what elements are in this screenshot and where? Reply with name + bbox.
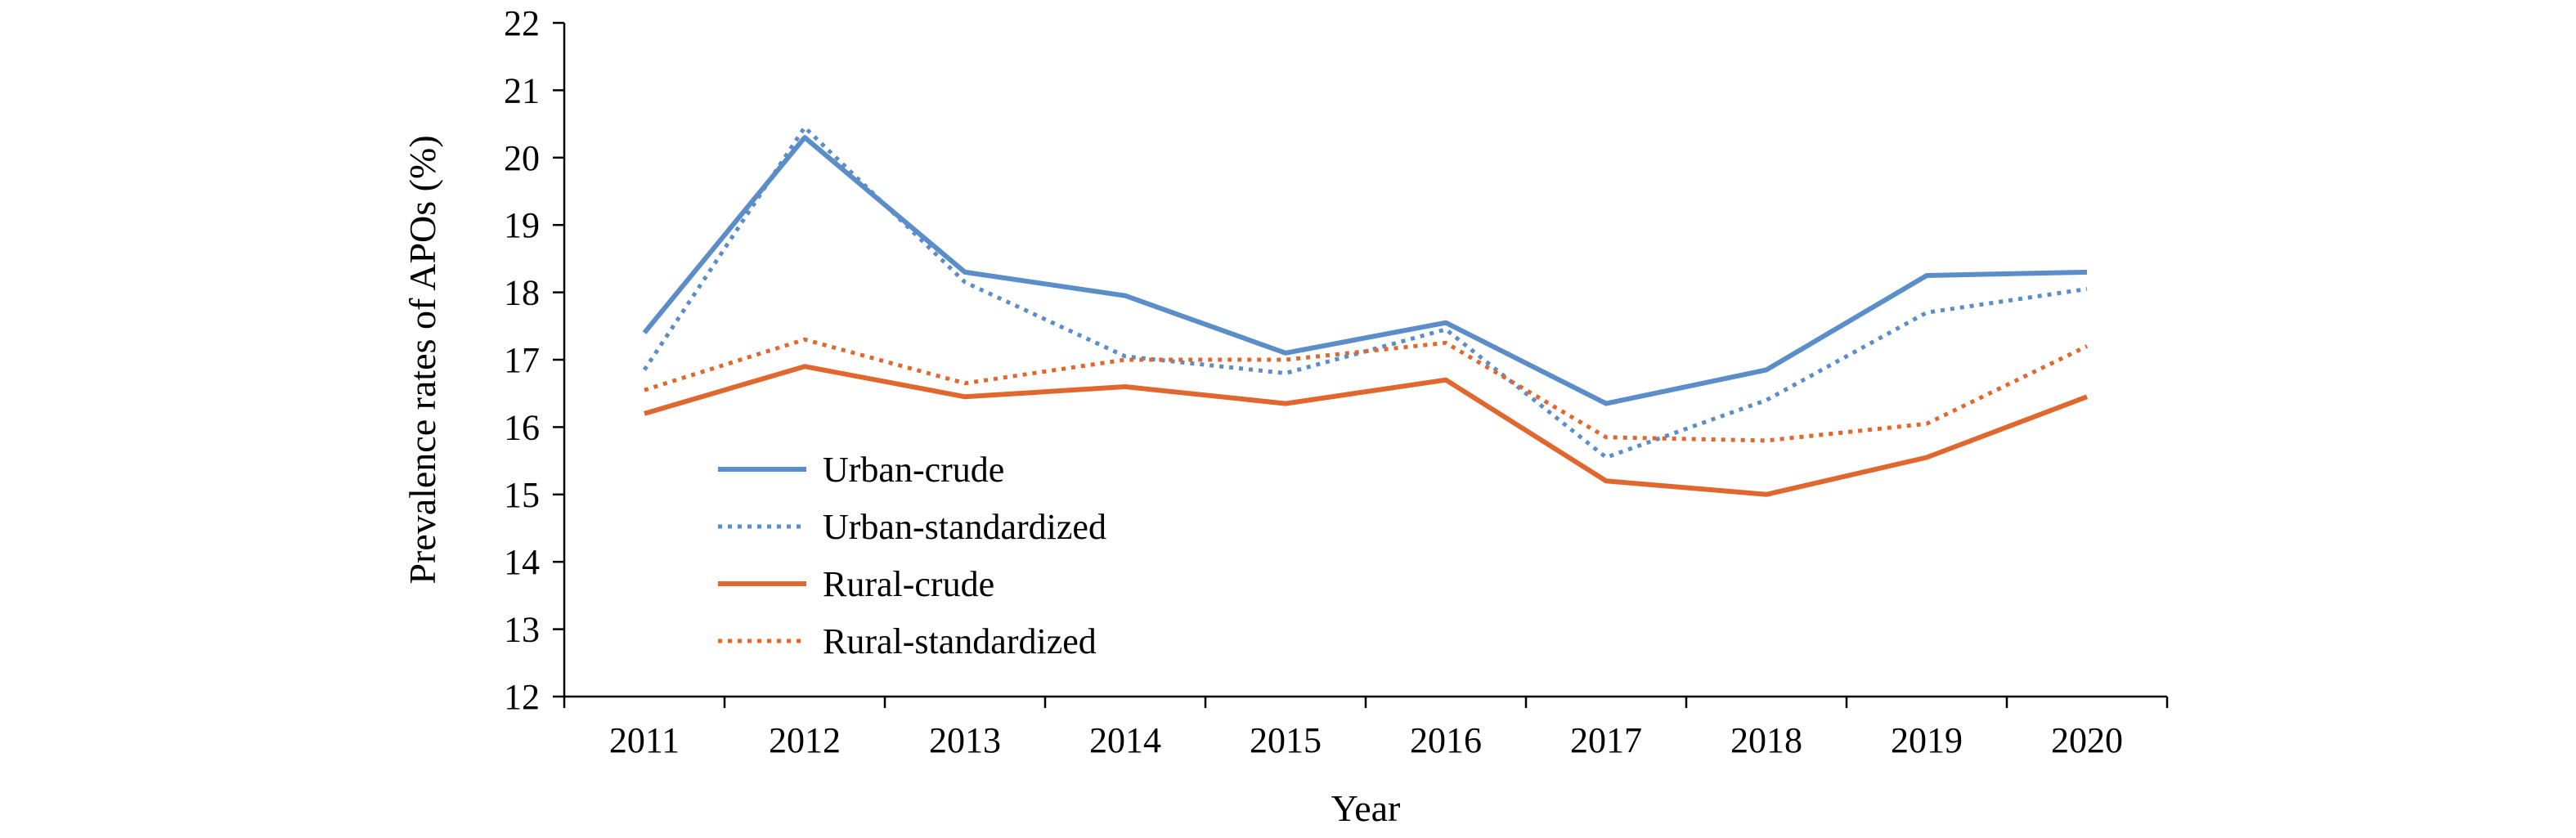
- y-tick-label: 19: [504, 205, 540, 245]
- x-tick-label: 2017: [1570, 720, 1642, 760]
- x-tick-label: 2013: [929, 720, 1001, 760]
- legend-label: Rural-crude: [823, 564, 994, 604]
- legend: Urban-crude Urban-standardized Rural-crude…: [718, 450, 1106, 661]
- x-axis-ticks: 2011 2012 2013 2014 2015 2016 2017 2018 2019 2020: [563, 697, 2169, 760]
- legend-label: Urban-crude: [823, 450, 1004, 490]
- y-axis-title: Prevalence rates of APOs (%): [402, 135, 443, 584]
- y-tick-label: 20: [504, 138, 540, 178]
- axes: [563, 23, 2167, 698]
- y-axis-ticks: 12 13 14 15 16 17 18 19 20 21 22: [504, 3, 564, 717]
- y-tick-label: 17: [504, 340, 540, 380]
- x-axis-title: Year: [1331, 787, 1401, 829]
- x-tick-label: 2019: [1891, 720, 1963, 760]
- y-tick-label: 21: [504, 70, 540, 110]
- x-tick-label: 2015: [1250, 720, 1322, 760]
- y-tick-label: 13: [504, 610, 540, 650]
- y-tick-label: 15: [504, 475, 540, 515]
- series-line-urban-standardized: [642, 125, 2088, 459]
- x-tick-label: 2011: [609, 720, 680, 760]
- x-tick-label: 2012: [769, 720, 841, 760]
- series-line-urban-crude: [642, 135, 2088, 406]
- series-lines: [642, 125, 2089, 497]
- y-tick-label: 18: [504, 273, 540, 313]
- series-line-rural-standardized: [644, 337, 2089, 443]
- legend-label: Urban-standardized: [823, 507, 1106, 547]
- y-tick-label: 16: [504, 407, 540, 447]
- y-tick-label: 14: [504, 542, 540, 582]
- x-tick-label: 2018: [1730, 720, 1802, 760]
- series-line-rural-crude: [644, 364, 2089, 497]
- x-tick-label: 2014: [1089, 720, 1161, 760]
- x-tick-label: 2020: [2051, 720, 2123, 760]
- y-tick-label: 12: [504, 677, 540, 717]
- y-tick-label: 22: [504, 3, 540, 43]
- x-tick-label: 2016: [1410, 720, 1482, 760]
- legend-label: Rural-standardized: [823, 621, 1097, 661]
